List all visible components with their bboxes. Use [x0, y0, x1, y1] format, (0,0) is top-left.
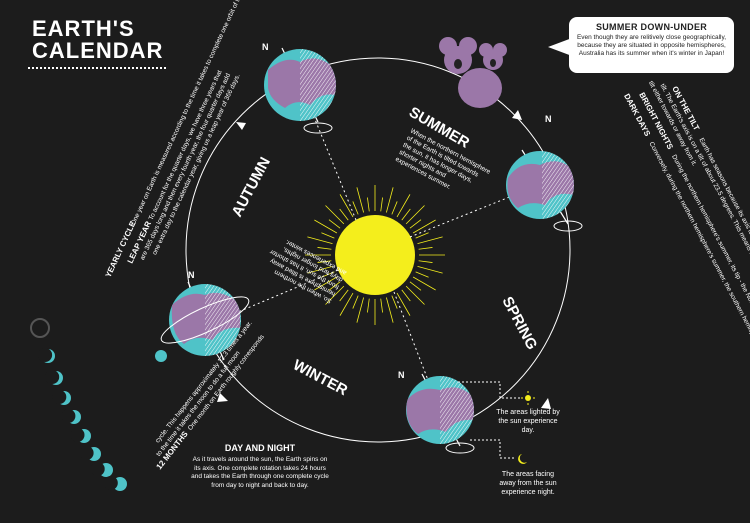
- moon-phase-icon: [30, 318, 50, 338]
- sun-ray: [415, 232, 429, 239]
- moon-phase-icon: [45, 370, 63, 385]
- title-line-1: EARTH'S: [32, 16, 135, 41]
- title-divider: [28, 67, 166, 69]
- sun-ray: [391, 201, 398, 215]
- speech-bubble-tail: [548, 38, 572, 56]
- sun-ray: [386, 187, 394, 213]
- sun-ray: [412, 276, 436, 291]
- legend-night-text: The areas facing away from the sun exper…: [499, 471, 557, 496]
- season-spring: SPRING: [498, 294, 540, 353]
- sun-ray: [325, 205, 345, 225]
- svg-text:To account for the quarter day: To account for the quarter days, we have…: [148, 69, 224, 221]
- orbit-arrow-icon: [541, 398, 551, 409]
- earth-autumn: N: [262, 42, 336, 134]
- moon-phase-icon: [79, 446, 101, 461]
- day-night-body: As it travels around the sun, the Earth …: [191, 456, 329, 489]
- orbit-path: [185, 57, 571, 443]
- sun-ray: [317, 260, 332, 263]
- right-text-block: ON THE TILT Earth has seasons because it…: [622, 80, 750, 523]
- season-autumn: AUTUMN: [229, 155, 275, 220]
- orbit-arrow-icon: [236, 122, 246, 130]
- sun-ray: [352, 201, 359, 215]
- moon-icon: [155, 350, 167, 362]
- moon-phase-icon: [61, 409, 81, 424]
- sun-ray: [328, 219, 341, 229]
- winter-note: So, when the northern hemisphere is tilt…: [268, 238, 348, 305]
- sun-ray: [314, 219, 338, 234]
- summer-downunder-bubble: SUMMER DOWN-UNDER Even though they are r…: [569, 17, 734, 73]
- koala-icon: [439, 37, 507, 108]
- sun-ray: [405, 285, 425, 305]
- earth-winter: N: [155, 270, 250, 362]
- sun-ray: [325, 285, 345, 305]
- sun-ray: [417, 266, 443, 274]
- moon-phase-icon: [52, 390, 71, 405]
- season-winter: WINTER: [290, 357, 350, 400]
- sun-ray: [321, 232, 335, 239]
- orbit-arrow-icon: [512, 110, 522, 120]
- axis-label: N: [262, 42, 269, 52]
- sun-ray: [412, 219, 436, 234]
- sun-ray: [418, 260, 433, 263]
- axis-label: N: [188, 270, 195, 280]
- sun-ray: [328, 281, 341, 291]
- moon-phases: [30, 318, 127, 491]
- sun-ray: [396, 292, 411, 316]
- sun-ray: [367, 298, 370, 313]
- sun-ray: [409, 281, 422, 291]
- svg-text:are 365 days long and then eve: are 365 days long and then every fourth …: [139, 72, 232, 261]
- bubble-body: Even though they are relitively close ge…: [576, 34, 727, 57]
- moon-phase-icon: [90, 462, 113, 477]
- sun-ray: [405, 205, 425, 225]
- sun-ray: [396, 194, 411, 218]
- sun-ray: [418, 247, 433, 250]
- sun-ray: [417, 236, 443, 244]
- sun-icon: [521, 391, 535, 405]
- sun-ray: [339, 289, 349, 302]
- legend-connectors: [458, 381, 522, 459]
- bubble-title: SUMMER DOWN-UNDER: [595, 22, 708, 32]
- sun-ray: [356, 297, 364, 323]
- sun-ray: [356, 187, 364, 213]
- sun-ray: [391, 295, 398, 309]
- day-night-title: DAY AND NIGHT: [224, 443, 296, 453]
- legend-day-text: The areas lighted by the sun experience …: [496, 409, 560, 434]
- sun-ray: [339, 194, 354, 218]
- sun-ray: [409, 219, 422, 229]
- moon-phase-icon: [38, 348, 55, 363]
- sun-ray: [339, 292, 354, 316]
- sun-ray: [401, 208, 411, 221]
- title-line-2: CALENDAR: [32, 38, 164, 63]
- sun-ray: [352, 295, 359, 309]
- sun-rays: [305, 185, 445, 325]
- sun-ray: [307, 266, 333, 274]
- sun-ray: [386, 297, 394, 323]
- moon-phase-icon: [70, 428, 91, 443]
- axis-label: N: [545, 114, 552, 124]
- sun-ray: [317, 247, 332, 250]
- page-title: EARTH'S CALENDAR: [32, 18, 163, 62]
- sun: [335, 215, 415, 295]
- sun-ray: [339, 208, 349, 221]
- crescent-moon-icon: [518, 454, 527, 464]
- sun-ray: [314, 276, 338, 291]
- orbit-arrow-icon: [217, 393, 228, 402]
- sun-ray: [380, 298, 383, 313]
- moon-phase-icon: [103, 476, 127, 491]
- sun-ray: [307, 236, 333, 244]
- earth-summer: N: [506, 114, 583, 232]
- sun-ray: [415, 271, 429, 278]
- sun-ray: [367, 197, 370, 212]
- svg-text:to the time it takes the moon: to the time it takes the moon to do a fu…: [155, 350, 242, 458]
- earth-spring: N: [398, 370, 475, 454]
- sun-ray: [380, 197, 383, 212]
- sun-ray: [401, 289, 411, 302]
- axis-label: N: [398, 370, 405, 380]
- sun-earth-connectors: [237, 111, 513, 381]
